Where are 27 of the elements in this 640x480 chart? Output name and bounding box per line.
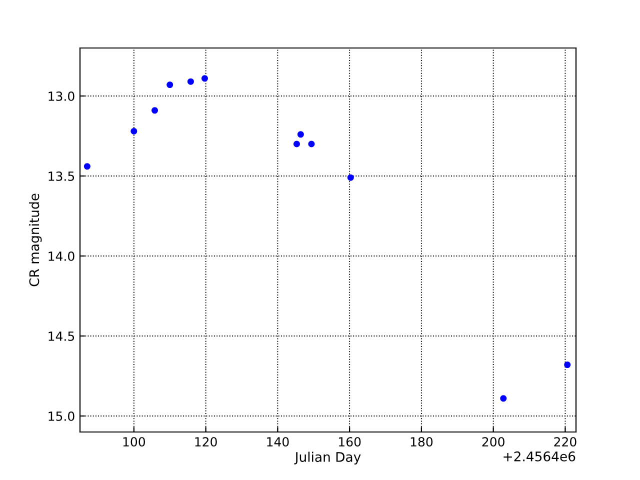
y-tick-label: 13.0 (48, 91, 74, 101)
point (84, 163, 90, 170)
y-tick-label: 14.0 (48, 251, 74, 261)
point (152, 107, 158, 114)
y-tick-label: 14.5 (48, 332, 74, 341)
point (308, 140, 315, 148)
point (201, 75, 208, 82)
x-tick-label: 160 (339, 437, 361, 447)
x-axis-title: Julian Day (294, 452, 361, 465)
y-tick-label: 15.0 (48, 411, 74, 421)
point (187, 78, 194, 85)
point (130, 128, 138, 134)
x-tick-label: 140 (267, 437, 289, 447)
y-tick-label: 13.5 (48, 171, 74, 181)
point (500, 395, 507, 402)
point (166, 82, 174, 88)
point (297, 131, 304, 138)
x-tick-label: 100 (123, 437, 146, 447)
y-axis-title: CR magnitude (28, 194, 42, 286)
point (564, 362, 571, 368)
text: +2.4564e6 (504, 451, 576, 462)
x-tick-label: 200 (482, 437, 504, 447)
x-tick-label: 120 (195, 437, 217, 447)
x-tick-label: 180 (410, 437, 433, 447)
point (347, 174, 354, 181)
point (293, 140, 300, 148)
x-tick-label: 220 (554, 437, 576, 447)
